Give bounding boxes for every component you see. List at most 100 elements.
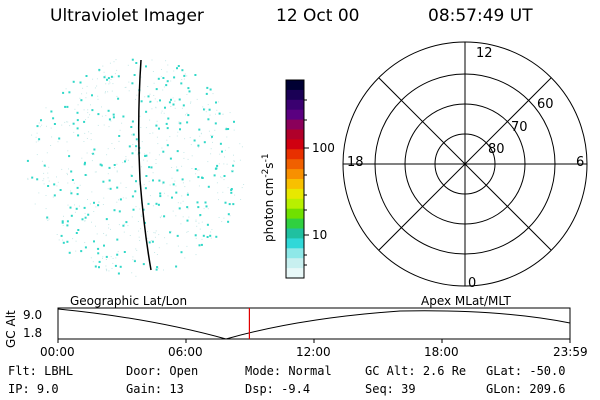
image-pixel xyxy=(144,221,146,224)
image-pixel xyxy=(224,156,225,158)
image-pixel xyxy=(89,203,91,205)
image-pixel xyxy=(207,118,210,121)
image-pixel xyxy=(105,255,108,258)
image-pixel xyxy=(105,265,107,267)
image-pixel xyxy=(161,147,163,149)
image-pixel xyxy=(116,163,118,165)
image-pixel xyxy=(186,112,188,114)
image-pixel xyxy=(149,119,151,121)
image-pixel xyxy=(92,261,94,263)
image-pixel xyxy=(184,257,186,259)
image-pixel xyxy=(116,171,118,173)
image-pixel xyxy=(182,104,185,107)
image-pixel xyxy=(184,138,186,140)
image-pixel xyxy=(177,245,179,247)
image-pixel xyxy=(231,170,234,173)
image-pixel xyxy=(193,139,196,142)
image-pixel xyxy=(140,228,142,230)
image-pixel xyxy=(167,195,169,197)
colorbar-band xyxy=(286,109,304,121)
image-pixel xyxy=(114,73,116,75)
image-pixel xyxy=(83,109,85,111)
image-pixel xyxy=(140,127,142,128)
image-pixel xyxy=(36,132,38,134)
image-pixel xyxy=(241,146,243,148)
image-pixel xyxy=(181,79,183,80)
image-pixel xyxy=(206,223,209,226)
image-pixel xyxy=(222,191,224,193)
image-pixel xyxy=(110,256,112,258)
image-pixel xyxy=(156,254,158,255)
image-pixel xyxy=(167,64,169,66)
image-pixel xyxy=(202,106,204,108)
image-pixel xyxy=(41,160,43,162)
image-pixel xyxy=(219,153,221,155)
image-pixel xyxy=(194,234,197,237)
image-pixel xyxy=(74,204,75,206)
image-pixel xyxy=(85,119,86,121)
image-pixel xyxy=(145,154,148,157)
polar-label-left: 18 xyxy=(347,155,364,170)
colorbar-band xyxy=(286,179,304,190)
image-pixel xyxy=(186,231,188,233)
image-pixel xyxy=(86,152,88,154)
image-pixel xyxy=(47,172,49,174)
image-pixel xyxy=(155,107,157,109)
image-pixel xyxy=(208,130,210,132)
image-pixel xyxy=(194,74,197,76)
image-pixel xyxy=(195,221,197,222)
image-pixel xyxy=(105,91,106,93)
image-pixel xyxy=(98,70,100,72)
image-pixel xyxy=(190,102,191,104)
image-pixel xyxy=(139,115,141,117)
image-pixel xyxy=(172,210,174,212)
image-pixel xyxy=(60,234,63,237)
image-pixel xyxy=(111,143,113,144)
image-pixel xyxy=(143,184,145,186)
image-pixel xyxy=(93,240,95,243)
image-pixel xyxy=(183,152,185,153)
image-pixel xyxy=(133,260,136,263)
image-pixel xyxy=(170,230,172,232)
image-pixel xyxy=(158,179,161,182)
image-pixel xyxy=(204,108,206,110)
image-pixel xyxy=(119,265,122,268)
polar-ring-label-60: 60 xyxy=(537,97,554,112)
image-pixel xyxy=(125,187,127,188)
image-pixel xyxy=(107,188,109,190)
image-pixel xyxy=(69,206,72,209)
image-pixel xyxy=(108,227,110,229)
image-pixel xyxy=(196,98,198,100)
image-pixel xyxy=(53,123,56,125)
image-pixel xyxy=(76,127,79,130)
image-pixel xyxy=(84,132,86,134)
image-pixel xyxy=(48,218,50,220)
image-pixel xyxy=(125,159,127,161)
image-pixel xyxy=(79,184,81,186)
image-pixel xyxy=(116,186,119,189)
colorbar-band xyxy=(286,89,304,101)
image-pixel xyxy=(176,135,178,137)
image-pixel xyxy=(93,211,95,212)
gain-field: Gain: 13 xyxy=(126,382,184,396)
image-pixel xyxy=(76,193,79,196)
timeline-left-label: Geographic Lat/Lon xyxy=(70,294,188,308)
image-pixel xyxy=(130,174,133,177)
image-pixel xyxy=(91,191,93,193)
image-pixel xyxy=(73,182,75,184)
image-pixel xyxy=(112,83,114,85)
image-pixel xyxy=(205,92,208,95)
colorbar-frame xyxy=(285,79,305,279)
image-pixel xyxy=(111,268,113,269)
image-pixel xyxy=(116,170,118,172)
image-pixel xyxy=(108,179,111,182)
image-pixel xyxy=(220,176,221,178)
image-pixel xyxy=(79,97,81,99)
image-pixel xyxy=(115,59,117,61)
image-pixel xyxy=(190,101,192,103)
image-pixel xyxy=(81,93,83,95)
image-pixel xyxy=(102,256,104,258)
image-pixel xyxy=(156,136,158,138)
image-pixel xyxy=(52,117,55,120)
image-pixel xyxy=(122,197,124,199)
